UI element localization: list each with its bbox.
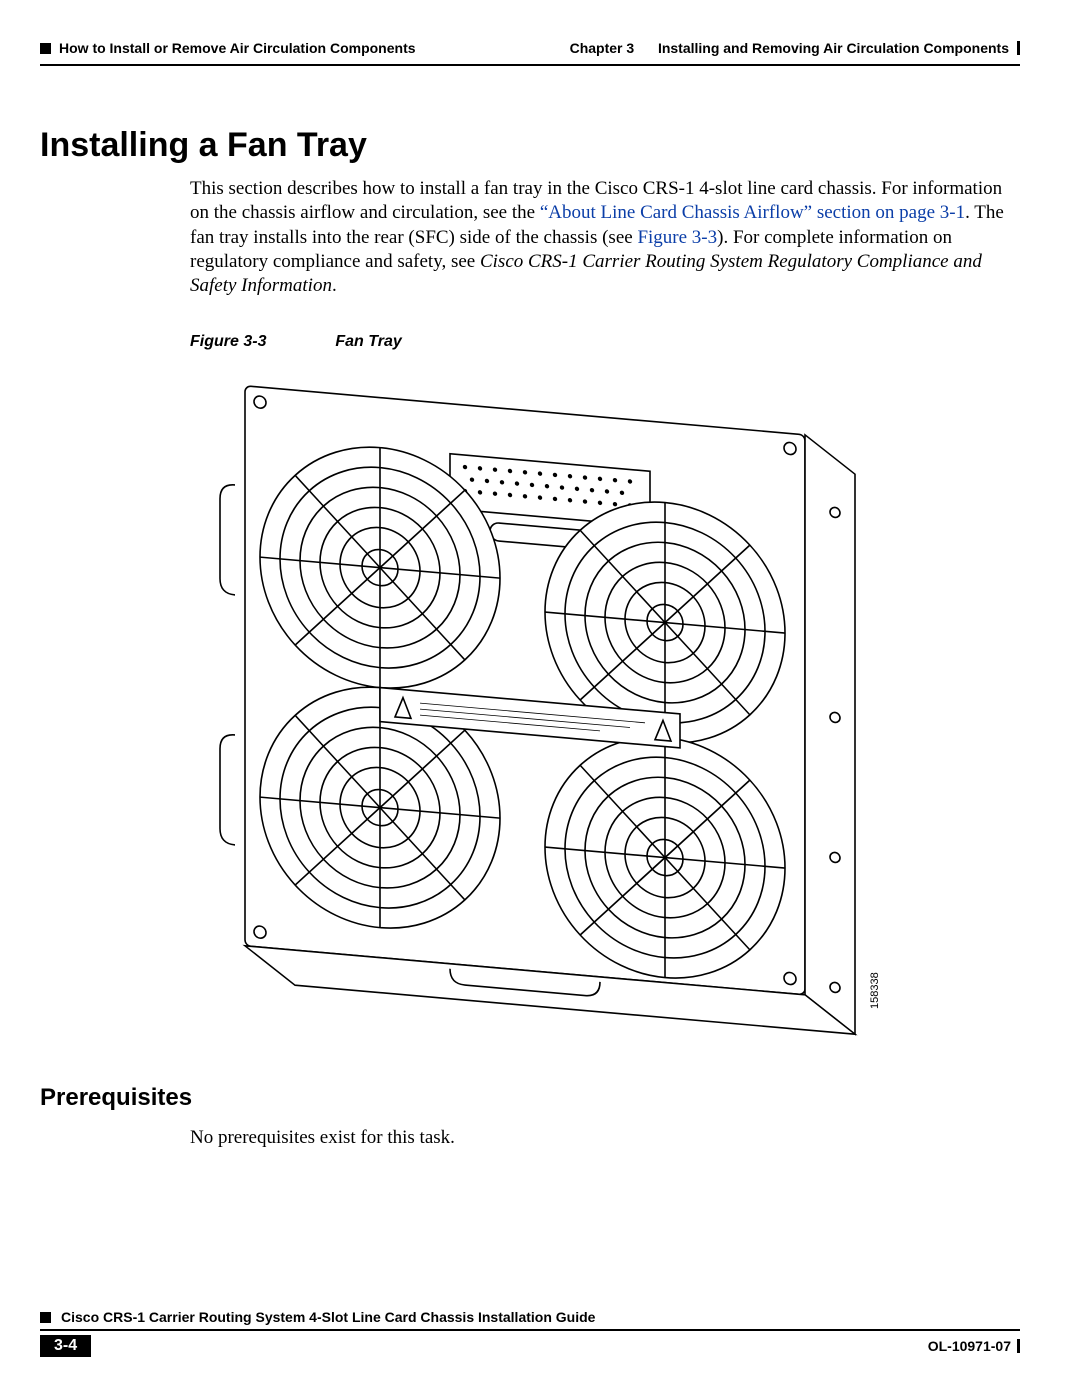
- bullet-icon: [40, 43, 51, 54]
- page-header: How to Install or Remove Air Circulation…: [40, 40, 1020, 62]
- figure-caption: Figure 3-3 Fan Tray: [190, 333, 1020, 351]
- figure-label: Figure 3-3: [190, 333, 266, 350]
- intro-paragraph: This section describes how to install a …: [190, 177, 1010, 299]
- doc-number-text: OL-10971-07: [928, 1338, 1011, 1354]
- header-section-title: How to Install or Remove Air Circulation…: [59, 40, 416, 56]
- figure-link[interactable]: Figure 3-3: [637, 227, 717, 248]
- page-footer: Cisco CRS-1 Carrier Routing System 4-Slo…: [40, 1309, 1020, 1357]
- figure-callout: 158338: [869, 972, 881, 1009]
- bullet-icon: [40, 1312, 51, 1323]
- prerequisites-text: No prerequisites exist for this task.: [190, 1126, 1010, 1150]
- airflow-link[interactable]: “About Line Card Chassis Airflow” sectio…: [540, 202, 965, 223]
- doc-number: OL-10971-07: [928, 1338, 1020, 1354]
- footer-rule: [40, 1329, 1020, 1331]
- header-chapter-label: Chapter 3: [570, 40, 635, 56]
- footer-tick-icon: [1017, 1339, 1020, 1353]
- figure-fan-tray: 158338: [190, 361, 1020, 1056]
- header-left: How to Install or Remove Air Circulation…: [40, 40, 416, 56]
- figure-title: Fan Tray: [335, 333, 401, 350]
- fan-tray-diagram: 158338: [190, 361, 890, 1051]
- para-text-4: .: [332, 275, 337, 296]
- footer-title-row: Cisco CRS-1 Carrier Routing System 4-Slo…: [40, 1309, 1020, 1329]
- main-heading: Installing a Fan Tray: [40, 126, 1020, 165]
- header-rule: [40, 64, 1020, 66]
- header-tick-icon: [1017, 41, 1020, 55]
- header-chapter-title: Installing and Removing Air Circulation …: [658, 40, 1009, 56]
- footer-guide-title: Cisco CRS-1 Carrier Routing System 4-Slo…: [61, 1309, 595, 1325]
- prerequisites-heading: Prerequisites: [40, 1084, 1020, 1112]
- page-number: 3-4: [40, 1335, 91, 1357]
- page: How to Install or Remove Air Circulation…: [0, 0, 1080, 1397]
- footer-bottom: 3-4 OL-10971-07: [40, 1335, 1020, 1357]
- header-right: Chapter 3 Installing and Removing Air Ci…: [570, 40, 1020, 56]
